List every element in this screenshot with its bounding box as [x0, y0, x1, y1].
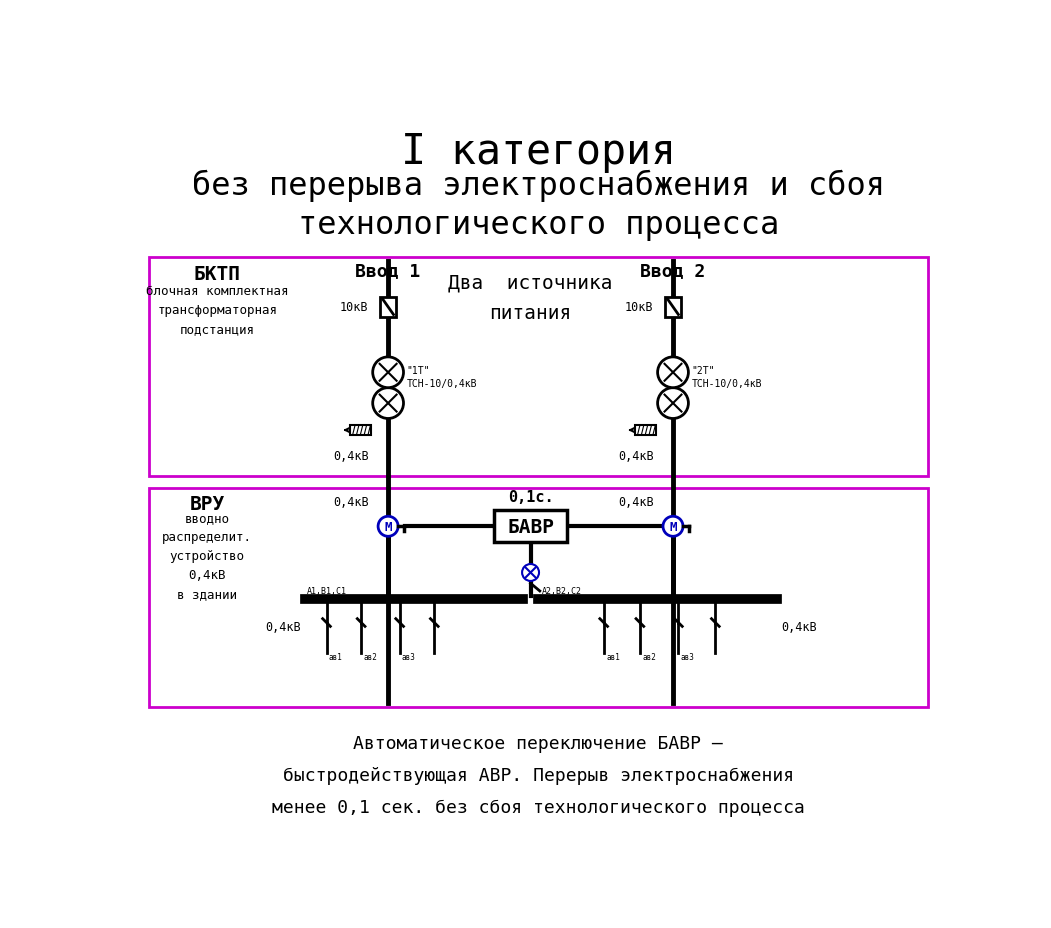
- Text: М: М: [669, 521, 677, 534]
- Text: ав1: ав1: [329, 652, 343, 661]
- Bar: [350, 426, 371, 435]
- Text: "1Т"
ТСН-10/0,4кВ: "1Т" ТСН-10/0,4кВ: [407, 365, 477, 388]
- Text: I категория: I категория: [400, 131, 676, 173]
- Circle shape: [373, 388, 404, 419]
- Text: блочная комплектная
трансформаторная
подстанция: блочная комплектная трансформаторная под…: [146, 284, 288, 335]
- Circle shape: [378, 517, 398, 536]
- Text: 0,4кВ: 0,4кВ: [333, 449, 369, 462]
- Text: 0,4кВ: 0,4кВ: [333, 496, 369, 509]
- Bar: [380, 298, 396, 317]
- Bar: [665, 298, 681, 317]
- Text: 0,4кВ: 0,4кВ: [618, 496, 654, 509]
- Text: БАВР: БАВР: [507, 517, 554, 536]
- Text: Два  источника
питания: Два источника питания: [449, 273, 613, 323]
- Text: 0,1с.: 0,1с.: [508, 489, 554, 505]
- Text: ав3: ав3: [681, 652, 695, 661]
- Text: ав1: ав1: [606, 652, 620, 661]
- Circle shape: [663, 517, 683, 536]
- Text: Автоматическое переключение БАВР –
быстродействующая АВР. Перерыв электроснабжен: Автоматическое переключение БАВР – быстр…: [272, 734, 805, 817]
- Circle shape: [658, 388, 688, 419]
- Text: ав2: ав2: [642, 652, 656, 661]
- Text: 0,4кВ: 0,4кВ: [618, 449, 654, 462]
- Bar: [149, 488, 928, 707]
- Text: ав3: ав3: [401, 652, 416, 661]
- Bar: [494, 510, 568, 543]
- Text: 10кВ: 10кВ: [624, 301, 653, 314]
- Text: без перерыва электроснабжения и сбоя: без перерыва электроснабжения и сбоя: [191, 169, 885, 201]
- Text: 10кВ: 10кВ: [339, 301, 368, 314]
- Text: А1,В1,С1: А1,В1,С1: [307, 586, 347, 595]
- Text: ВРУ: ВРУ: [189, 495, 225, 513]
- Text: А2,В2,С2: А2,В2,С2: [542, 586, 582, 595]
- Text: вводно
распределит.
устройство
0,4кВ
в здании: вводно распределит. устройство 0,4кВ в з…: [162, 511, 252, 600]
- Circle shape: [658, 357, 688, 388]
- Text: 0,4кВ: 0,4кВ: [266, 620, 301, 633]
- Text: 0,4кВ: 0,4кВ: [781, 620, 817, 633]
- Text: технологического процесса: технологического процесса: [297, 210, 779, 240]
- Text: ав2: ав2: [364, 652, 377, 661]
- Circle shape: [373, 357, 404, 388]
- Circle shape: [522, 564, 539, 581]
- Text: Ввод 1: Ввод 1: [355, 262, 420, 279]
- Text: Ввод 2: Ввод 2: [640, 262, 705, 279]
- Bar: [635, 426, 656, 435]
- Text: М: М: [385, 521, 392, 534]
- Text: БКТП: БКТП: [193, 265, 241, 284]
- Text: "2Т"
ТСН-10/0,4кВ: "2Т" ТСН-10/0,4кВ: [692, 365, 762, 388]
- Bar: [149, 257, 928, 477]
